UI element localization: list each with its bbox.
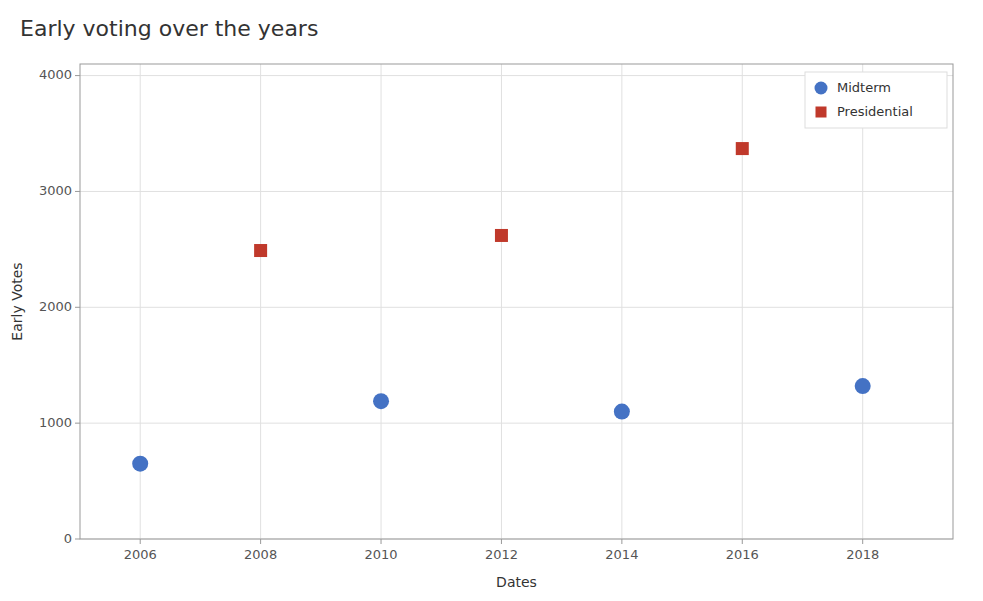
x-tick: [260, 539, 261, 544]
legend: Midterm Presidential: [805, 72, 947, 128]
x-tick-label: 2016: [726, 547, 759, 562]
x-tick: [862, 539, 863, 544]
x-tick: [621, 539, 622, 544]
x-tick-label: 2012: [485, 547, 518, 562]
x-grid-line: [381, 64, 382, 539]
legend-marker: [815, 82, 828, 95]
y-tick-label: 0: [64, 531, 72, 546]
y-axis-label: Early Votes: [9, 262, 25, 340]
y-tick-label: 4000: [39, 67, 72, 82]
plot-frame: [80, 64, 953, 539]
chart-container: 0 1000 2000 3000 4000 2006 2008 2010 2012 2014 201…: [0, 0, 983, 601]
legend-box: [805, 72, 947, 128]
y-grid-line: [80, 423, 953, 424]
y-grid-line: [80, 191, 953, 192]
chart-title: Early voting over the years: [20, 16, 318, 41]
x-tick-label: 2018: [846, 547, 879, 562]
y-tick: [75, 75, 80, 76]
series: [132, 378, 870, 472]
y-tick: [75, 307, 80, 308]
point: [132, 456, 148, 472]
x-grid-line: [501, 64, 502, 539]
legend-label: Midterm: [837, 80, 891, 95]
y-tick: [75, 191, 80, 192]
series: [254, 142, 749, 257]
point: [373, 393, 389, 409]
x-tick-label: 2014: [605, 547, 638, 562]
legend-marker: [816, 107, 827, 118]
x-tick-label: 2010: [364, 547, 397, 562]
x-tick: [501, 539, 502, 544]
axes: 0 1000 2000 3000 4000 2006 2008 2010 2012 2014 201…: [39, 67, 879, 562]
x-tick-label: 2006: [124, 547, 157, 562]
y-tick-label: 1000: [39, 415, 72, 430]
x-grid-line: [621, 64, 622, 539]
x-grid-line: [862, 64, 863, 539]
x-axis-label: Dates: [496, 574, 537, 590]
x-tick: [381, 539, 382, 544]
y-tick: [75, 539, 80, 540]
x-tick: [140, 539, 141, 544]
y-tick-label: 2000: [39, 299, 72, 314]
y-grid-line: [80, 307, 953, 308]
data-points: [132, 142, 870, 472]
point: [495, 229, 508, 242]
point: [855, 378, 871, 394]
grid: [80, 64, 953, 539]
point: [254, 244, 267, 257]
legend-label: Presidential: [837, 104, 913, 119]
x-tick: [742, 539, 743, 544]
point: [614, 404, 630, 420]
y-tick: [75, 423, 80, 424]
x-grid-line: [742, 64, 743, 539]
y-tick-label: 3000: [39, 183, 72, 198]
x-grid-line: [260, 64, 261, 539]
x-tick-label: 2008: [244, 547, 277, 562]
chart-svg: 0 1000 2000 3000 4000 2006 2008 2010 2012 2014 201…: [0, 0, 983, 601]
point: [736, 142, 749, 155]
